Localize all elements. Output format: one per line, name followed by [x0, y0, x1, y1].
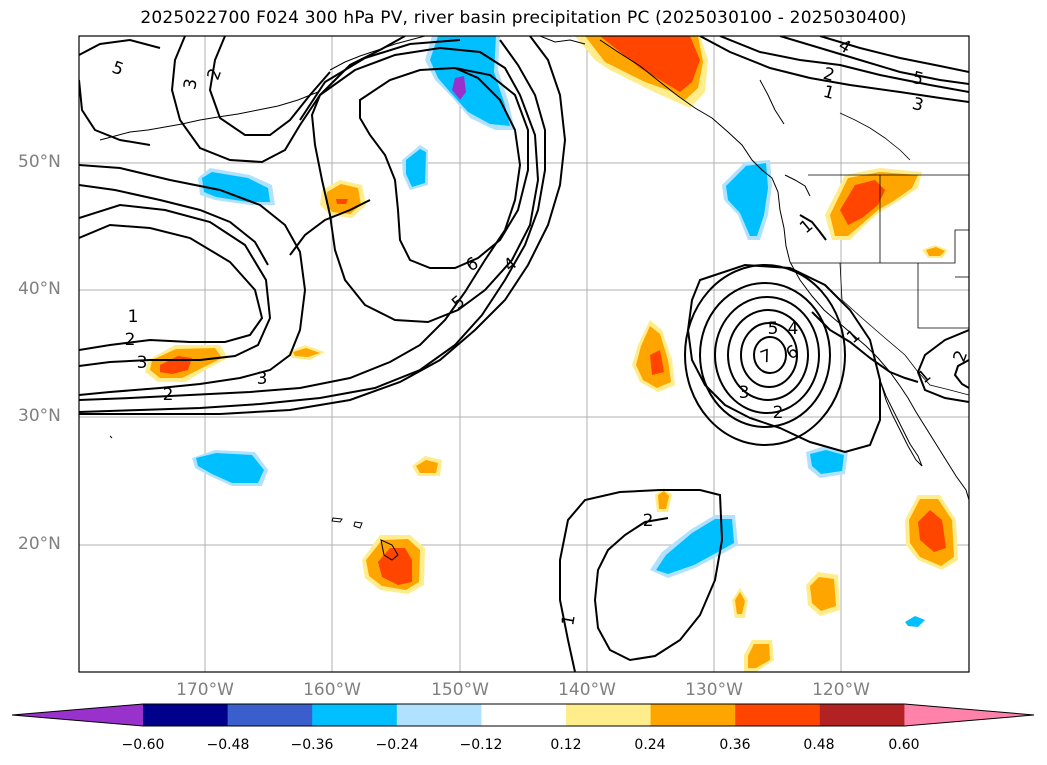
- colorbar-tick-label: −0.60: [121, 737, 165, 753]
- lat-label: 30°N: [18, 406, 61, 426]
- precip-negative-patch: [406, 149, 426, 187]
- contour-label: 2: [163, 385, 174, 405]
- contour-label: 2: [643, 511, 654, 531]
- colorbar-tick-label: 0.48: [803, 737, 835, 753]
- precip-positive-patch: [748, 644, 770, 668]
- contour-label: 1: [821, 82, 837, 104]
- precip-negative-patch: [810, 450, 844, 474]
- contour-label: 3: [180, 77, 202, 91]
- contour-label: 5: [910, 68, 926, 90]
- colorbar-segment: [650, 704, 736, 726]
- precip-positive-patch: [926, 247, 945, 256]
- lon-label: 160°W: [303, 680, 361, 700]
- contour-label: 3: [739, 383, 750, 403]
- precip-positive-patch: [735, 592, 745, 614]
- contour-label: 1: [128, 307, 139, 327]
- contour-label: 3: [257, 369, 268, 389]
- lon-label: 130°W: [685, 680, 743, 700]
- contour-label: 5: [768, 319, 779, 339]
- map-title: 2025022700 F024 300 hPa PV, river basin …: [140, 8, 907, 28]
- precip-positive-patch: [416, 460, 438, 473]
- colorbar-extend-max: [904, 704, 1034, 726]
- colorbar-tick-label: −0.24: [375, 737, 419, 753]
- colorbar-segment: [819, 704, 905, 726]
- precipitation-shading: [145, 36, 958, 672]
- precip-negative-patch: [656, 519, 734, 574]
- contour-label: 3: [910, 94, 926, 116]
- lon-label: 170°W: [176, 680, 234, 700]
- colorbar-tick-label: 0.24: [634, 737, 666, 753]
- precip-negative-patch: [905, 616, 925, 627]
- contour-label: 2: [950, 348, 972, 365]
- contour-label: 3: [137, 353, 148, 373]
- colorbar-segment: [735, 704, 821, 726]
- colorbar: [11, 703, 1035, 727]
- colorbar-segment: [481, 704, 567, 726]
- colorbar-tick-label: 0.36: [719, 737, 751, 753]
- lat-label: 40°N: [18, 279, 61, 299]
- contour-label: 2: [773, 403, 784, 423]
- precip-positive-patch: [336, 199, 348, 204]
- colorbar-extend-min: [12, 704, 143, 726]
- precip-positive-patch: [378, 548, 412, 585]
- colorbar-tick-label: −0.36: [290, 737, 334, 753]
- colorbar-tick-label: 0.60: [888, 737, 920, 753]
- political-borders: [790, 112, 969, 396]
- precip-negative-patch: [202, 172, 270, 202]
- contour-label: 2: [821, 64, 837, 86]
- lon-label: 140°W: [558, 680, 616, 700]
- precip-positive-patch: [600, 36, 700, 92]
- colorbar-segment: [227, 704, 313, 726]
- lat-label: 20°N: [18, 534, 61, 554]
- contour-label: 1: [558, 613, 580, 627]
- lat-label: 50°N: [18, 152, 61, 172]
- precip-positive-patch: [810, 577, 836, 611]
- contour-label: 2: [125, 330, 136, 350]
- lon-label: 150°W: [431, 680, 489, 700]
- colorbar-tick-label: −0.48: [206, 737, 250, 753]
- colorbar-outline: [11, 703, 1035, 727]
- colorbar-tick-label: −0.12: [459, 737, 503, 753]
- precip-negative-patch: [726, 163, 768, 236]
- precip-positive-patch: [650, 350, 664, 375]
- precip-negative-patch: [452, 76, 466, 100]
- precip-negative-patch: [196, 453, 264, 483]
- contour-label: 4: [788, 319, 799, 339]
- gridlines: [79, 36, 969, 672]
- colorbar-segment: [312, 704, 398, 726]
- precip-positive-patch: [658, 491, 669, 509]
- colorbar-segment: [396, 704, 482, 726]
- precip-positive-patch: [293, 348, 320, 357]
- colorbar-segment: [143, 704, 229, 726]
- colorbar-tick-label: 0.12: [550, 737, 582, 753]
- precip-positive-patch: [840, 180, 885, 225]
- colorbar-segment: [566, 704, 652, 726]
- precip-positive-patch: [918, 510, 946, 552]
- lon-label: 120°W: [812, 680, 870, 700]
- pv-contours: [79, 36, 969, 672]
